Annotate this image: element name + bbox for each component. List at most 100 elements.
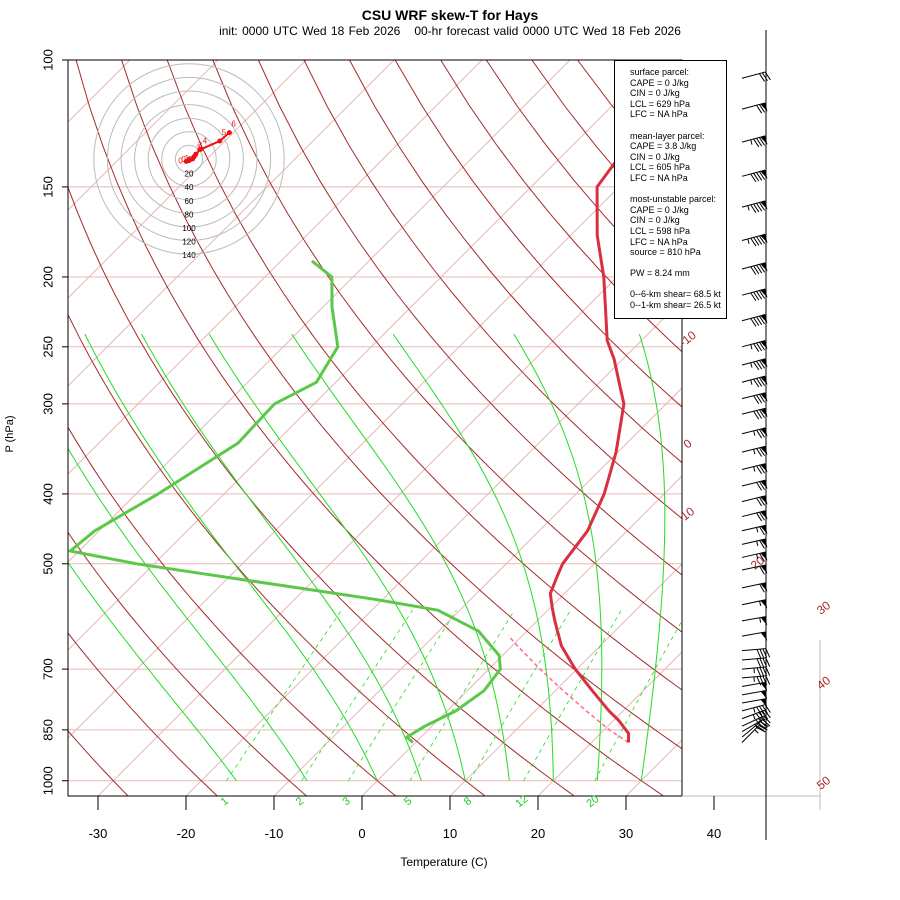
wind-barbs <box>741 71 771 743</box>
wind-barb <box>741 495 768 507</box>
wind-barb <box>741 479 768 491</box>
y-tick-label: 400 <box>41 483 56 505</box>
hodograph-ring-label: 20 <box>185 170 194 179</box>
wind-barb <box>741 135 768 148</box>
y-tick-label: 850 <box>41 719 56 741</box>
wind-barb <box>741 358 768 371</box>
dry-adiabat <box>68 426 397 796</box>
mean-layer-cape: CAPE = 3.8 J/kg <box>630 141 697 152</box>
x-tick-label: 0 <box>358 826 365 841</box>
x-tick-label: -20 <box>177 826 196 841</box>
hodograph-ring-label: 120 <box>182 238 196 247</box>
isotherm-line <box>68 60 659 651</box>
isotherm-line <box>68 60 483 475</box>
x-axis-label: Temperature (C) <box>400 855 488 869</box>
mixing-ratio-label: 8 <box>462 795 474 808</box>
hodograph-ring <box>161 131 217 187</box>
hodograph-ring <box>93 63 285 255</box>
wind-barb <box>741 681 768 692</box>
isotherm-line <box>68 60 571 563</box>
isotherm-line <box>68 60 219 211</box>
wind-barb <box>741 538 768 549</box>
mean-layer-cin: CIN = 0 J/kg <box>630 151 680 162</box>
x-tick-label: 30 <box>619 826 633 841</box>
most-unstable-cin: CIN = 0 J/kg <box>630 215 680 226</box>
isotherm-label: 40 <box>814 673 833 692</box>
moist-adiabat <box>392 333 554 781</box>
moist-adiabat <box>291 333 510 781</box>
wind-barb <box>741 631 768 641</box>
isotherm-line <box>185 299 682 796</box>
chart-subtitle: init: 0000 UTC Wed 18 Feb 2026 00-hr fore… <box>0 24 900 38</box>
shear-0-1km: 0--1-km shear= 26.5 kt <box>630 300 721 311</box>
y-tick-label: 300 <box>41 393 56 415</box>
surface-parcel-line <box>507 635 629 744</box>
parcel-info-box: surface parcel: CAPE = 0 J/kg CIN = 0 J/… <box>614 60 727 319</box>
dry-adiabat <box>394 60 682 408</box>
mixing-ratio-line <box>523 610 622 781</box>
moist-adiabat <box>84 333 378 781</box>
dry-adiabat <box>68 186 575 796</box>
moist-adiabat <box>68 561 237 782</box>
isotherm-label: 10 <box>678 504 697 523</box>
hodograph-ring <box>134 104 244 214</box>
wind-barb <box>741 463 768 475</box>
y-tick-label: 250 <box>41 336 56 358</box>
mixing-ratio-label: 2 <box>294 795 306 808</box>
wind-barb <box>741 314 768 327</box>
hodograph-ring-label: 60 <box>185 197 194 206</box>
mixing-ratio-label: 20 <box>584 793 601 810</box>
dry-adiabat <box>851 60 900 796</box>
isotherm-line <box>361 475 682 796</box>
dry-adiabat <box>714 60 900 796</box>
isotherm-label: 50 <box>814 773 833 792</box>
wind-barb <box>741 704 771 716</box>
dewpoint-line <box>68 259 502 744</box>
wind-barb <box>741 599 768 609</box>
mixing-ratio-line <box>409 609 515 781</box>
y-axis-label: P (hPa) <box>4 415 16 453</box>
wind-barb <box>741 392 768 404</box>
wind-barb <box>741 715 771 728</box>
isotherm-label: 30 <box>814 598 833 617</box>
temperature-line <box>548 88 672 743</box>
mixing-ratio-label: 5 <box>402 795 414 808</box>
wind-barb <box>741 564 768 575</box>
surface-lcl: LCL = 629 hPa <box>630 98 690 109</box>
wind-barb <box>741 288 768 302</box>
mixing-ratio-label: 12 <box>513 793 530 810</box>
most-unstable-lcl: LCL = 598 hPa <box>630 225 690 236</box>
isotherm-line <box>68 60 395 387</box>
hodograph-ring-label: 80 <box>185 210 194 219</box>
dry-adiabat <box>212 60 682 633</box>
wind-barb <box>741 616 768 626</box>
hodograph-point <box>226 130 232 136</box>
wind-barb <box>741 551 768 562</box>
wind-barb <box>741 375 768 388</box>
moist-adiabat <box>141 333 422 781</box>
hodograph-point <box>193 151 199 157</box>
moist-adiabat <box>513 333 603 781</box>
dry-adiabat <box>349 60 682 464</box>
y-tick-label: 200 <box>41 266 56 288</box>
wind-barb <box>741 200 768 213</box>
isotherm-line <box>714 60 900 796</box>
init-time: init: 0000 UTC Wed 18 Feb 2026 <box>219 24 401 38</box>
wind-barb <box>741 445 768 457</box>
dry-adiabat <box>68 730 129 796</box>
hodograph-point <box>217 138 223 144</box>
wind-barb <box>741 675 771 686</box>
hodograph-height-label: 0.5 <box>181 155 193 164</box>
wind-barb <box>741 262 768 275</box>
hodograph-height-label: 1 <box>185 154 190 163</box>
surface-cape: CAPE = 0 J/kg <box>630 77 689 88</box>
y-tick-label: 500 <box>41 553 56 575</box>
x-tick-label: 20 <box>531 826 545 841</box>
wind-barb <box>741 71 771 82</box>
hodograph-ring-label: 40 <box>185 183 194 192</box>
shear-0-6km: 0--6-km shear= 68.5 kt <box>630 289 721 300</box>
wind-barb <box>741 657 771 668</box>
plot-area <box>68 60 900 796</box>
